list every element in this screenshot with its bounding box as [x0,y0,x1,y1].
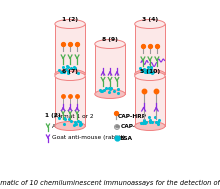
Text: 8 (9): 8 (9) [102,36,118,42]
Ellipse shape [135,19,165,29]
Point [65,65,68,68]
Point [78,122,82,125]
Point [62,123,65,126]
Point [142,118,145,121]
Point [112,90,116,93]
Point [153,116,157,119]
Point [107,90,111,93]
Point [104,87,108,90]
Point [140,70,144,73]
Point [142,120,146,123]
Point [69,67,73,70]
Point [116,88,120,91]
Text: 3 (4): 3 (4) [142,16,158,22]
Polygon shape [135,76,165,126]
Point [116,91,120,94]
Point [141,121,144,124]
Point [141,122,145,125]
Point [67,117,70,120]
Point [156,120,160,123]
Point [76,119,80,122]
Ellipse shape [135,71,165,81]
Point [144,120,147,123]
Text: Format 1 or 2: Format 1 or 2 [54,114,93,119]
Point [138,66,141,69]
Point [62,66,65,69]
Point [64,68,68,71]
Point [142,68,145,71]
Ellipse shape [114,125,119,129]
Point [79,123,82,126]
Polygon shape [95,44,125,94]
Ellipse shape [55,122,85,130]
Point [73,123,76,126]
Point [101,90,104,93]
Point [79,122,82,125]
Point [67,65,70,68]
Point [143,71,147,74]
Text: 1 (2): 1 (2) [62,16,78,22]
Ellipse shape [55,19,85,29]
Text: 5 (10): 5 (10) [140,68,160,74]
Point [102,89,106,92]
Ellipse shape [135,122,165,130]
Point [58,69,61,72]
Point [143,121,147,124]
Polygon shape [55,76,85,126]
Ellipse shape [95,90,125,98]
Point [145,71,148,74]
Point [63,118,66,121]
Point [149,67,152,70]
Point [156,122,160,125]
Point [109,87,113,90]
Point [147,70,150,73]
Point [73,67,77,70]
Ellipse shape [135,70,165,78]
Point [148,121,152,124]
Point [108,87,112,90]
Text: BSA: BSA [119,136,132,140]
Point [147,116,150,119]
Point [107,87,111,90]
Ellipse shape [95,40,125,49]
Point [79,120,82,123]
Point [60,70,63,73]
Point [148,118,151,121]
Text: CAP-OVA: CAP-OVA [121,125,150,129]
Ellipse shape [55,70,85,78]
Point [144,68,147,71]
Ellipse shape [55,71,85,81]
Text: Goat anti-mouse (rabbit): Goat anti-mouse (rabbit) [52,136,125,140]
Text: Anti-CAP: Anti-CAP [52,125,78,129]
Polygon shape [55,24,85,74]
Point [66,71,70,74]
Point [99,88,102,91]
Point [139,121,143,124]
Point [99,90,103,93]
Point [66,69,70,72]
Point [58,117,61,120]
Text: Schematic of 10 chemiluminescent immunoassays for the detection of CAP: Schematic of 10 chemiluminescent immunoa… [0,180,220,186]
Point [151,71,154,74]
Point [73,121,77,124]
Point [147,68,150,71]
Point [154,121,157,124]
Polygon shape [135,24,165,74]
Point [72,65,76,68]
Point [148,71,152,74]
Point [157,119,161,122]
Point [147,66,150,69]
Point [74,122,78,125]
Point [151,71,154,74]
Point [150,121,154,124]
Text: CAP-HRP: CAP-HRP [118,114,147,119]
Text: 6 (7): 6 (7) [62,68,78,74]
Point [149,66,153,69]
Point [62,71,66,74]
Point [62,117,66,120]
Point [61,70,64,74]
Point [77,71,80,74]
Point [69,119,73,122]
Text: 1 (2): 1 (2) [45,114,61,119]
